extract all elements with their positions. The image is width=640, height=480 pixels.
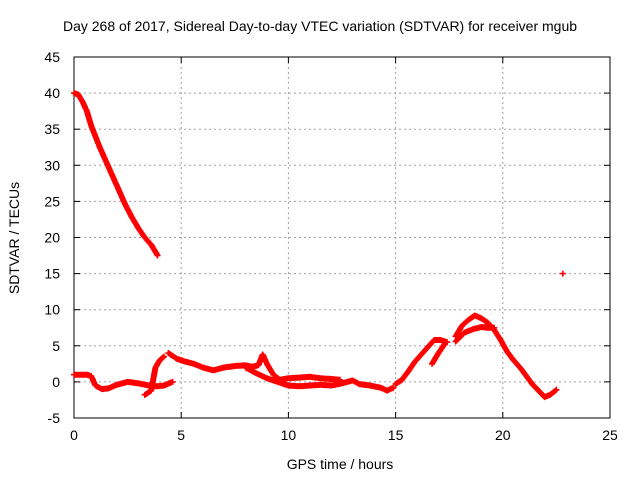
data-point-markers bbox=[141, 353, 167, 398]
data-point-markers bbox=[429, 340, 448, 367]
x-axis-label: GPS time / hours bbox=[286, 456, 394, 472]
data-point-markers bbox=[242, 364, 397, 394]
x-tick-label: 0 bbox=[70, 427, 78, 443]
y-tick-label: 30 bbox=[44, 157, 60, 173]
y-tick-label: -5 bbox=[48, 410, 61, 426]
y-tick-label: 15 bbox=[44, 266, 60, 282]
data-series-segment-8 bbox=[452, 312, 560, 401]
x-tick-label: 10 bbox=[281, 427, 297, 443]
data-series-segment-4 bbox=[165, 350, 343, 383]
data-point-markers bbox=[165, 350, 343, 383]
chart-title: Day 268 of 2017, Sidereal Day-to-day VTE… bbox=[62, 18, 578, 34]
y-tick-label: 0 bbox=[52, 374, 60, 390]
y-tick-label: 40 bbox=[44, 85, 60, 101]
data-series-segment-5 bbox=[242, 364, 397, 394]
x-tick-label: 20 bbox=[495, 427, 511, 443]
y-tick-label: 5 bbox=[52, 338, 60, 354]
y-tick-label: 10 bbox=[44, 302, 60, 318]
data-series-segment-10 bbox=[559, 270, 566, 277]
data-series-segment-1 bbox=[71, 90, 161, 259]
data-point-markers bbox=[392, 337, 451, 388]
data-point-markers bbox=[559, 270, 566, 277]
data-series-segment-9 bbox=[452, 324, 498, 345]
x-tick-label: 15 bbox=[388, 427, 404, 443]
y-tick-label: 25 bbox=[44, 193, 60, 209]
data-series-segment-6 bbox=[392, 337, 451, 388]
y-tick-label: 35 bbox=[44, 121, 60, 137]
y-tick-label: 20 bbox=[44, 230, 60, 246]
data-series-segment-3 bbox=[141, 353, 167, 398]
y-tick-label: 45 bbox=[44, 49, 60, 65]
x-tick-label: 25 bbox=[602, 427, 618, 443]
data-point-markers bbox=[452, 324, 498, 345]
data-series-segment-7 bbox=[429, 340, 448, 367]
data-point-markers bbox=[452, 312, 560, 401]
data-point-markers bbox=[71, 90, 161, 259]
x-tick-label: 5 bbox=[177, 427, 185, 443]
